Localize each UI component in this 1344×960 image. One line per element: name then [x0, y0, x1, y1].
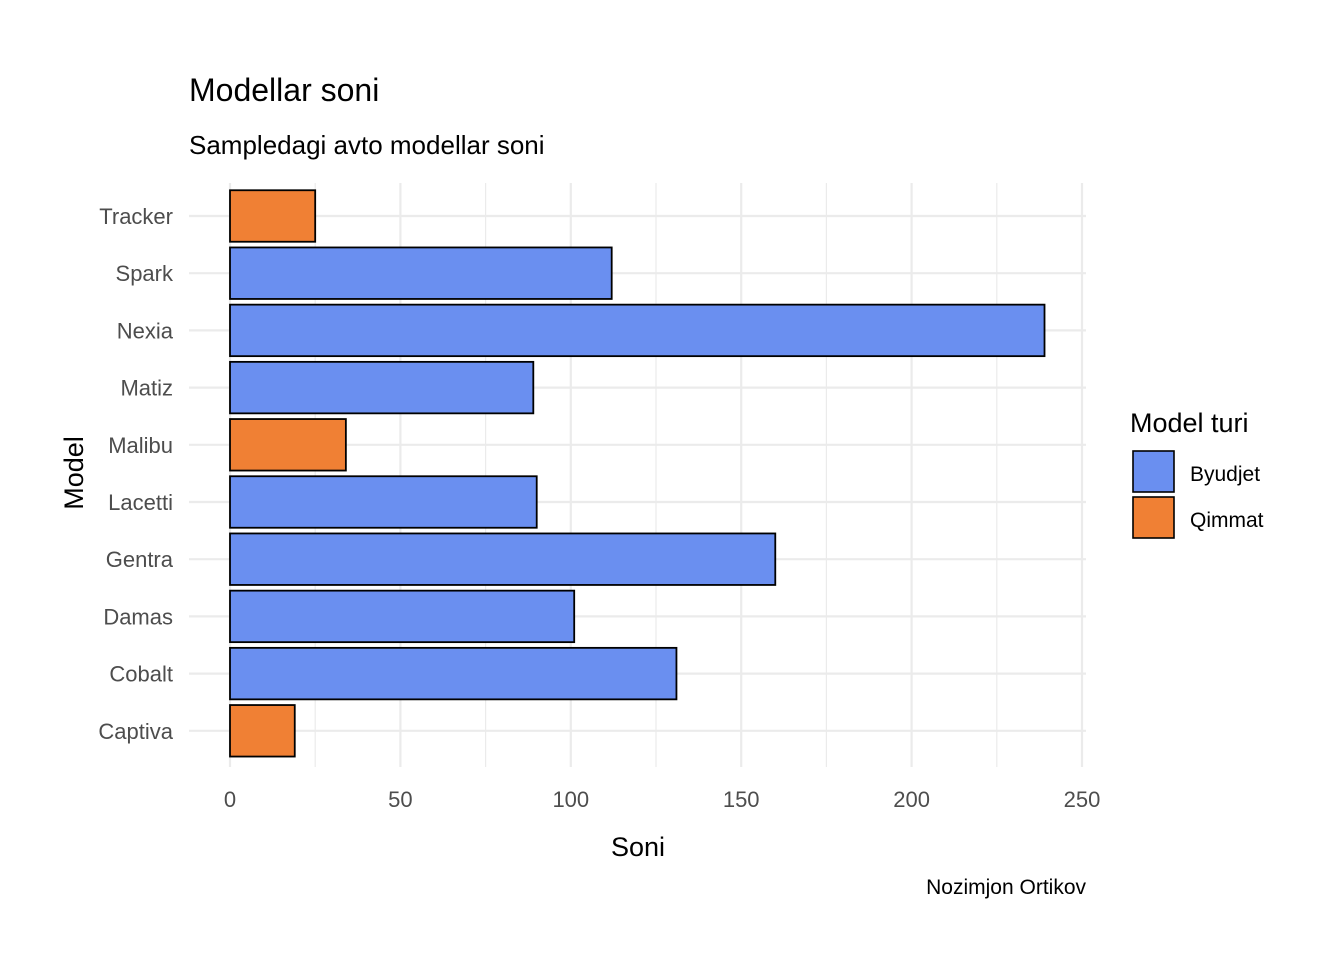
bar-nexia: [229, 303, 1046, 358]
y-tick-label: Lacetti: [108, 490, 173, 515]
x-tick-label: 100: [552, 787, 589, 812]
bar-tracker: [229, 189, 317, 243]
legend-title: Model turi: [1130, 408, 1249, 438]
y-tick-label: Spark: [116, 261, 174, 286]
y-tick-label: Nexia: [117, 318, 174, 343]
y-tick-label: Matiz: [120, 376, 173, 401]
legend-swatch-byudjet: [1132, 450, 1175, 493]
bar-cobalt: [229, 646, 678, 701]
legend-label-qimmat: Qimmat: [1190, 509, 1264, 532]
bars: [229, 189, 1046, 758]
legend-swatch-qimmat: [1132, 496, 1175, 539]
y-tick-labels: Captiva Cobalt Damas Gentra Lacetti Malibu Mat…: [98, 204, 174, 744]
x-tick-label: 50: [388, 787, 412, 812]
x-tick-labels: 0 50 100 150 200 250: [224, 787, 1100, 812]
x-tick-label: 0: [224, 787, 236, 812]
legend-label-byudjet: Byudjet: [1190, 463, 1260, 486]
chart-title: Modellar soni: [189, 72, 379, 108]
y-axis-label: Model: [59, 436, 89, 510]
x-tick-label: 150: [723, 787, 760, 812]
bar-damas: [229, 589, 576, 644]
legend: Model turi Byudjet Qimmat: [1130, 408, 1264, 539]
bar-gentra: [229, 532, 777, 586]
bar-malibu: [229, 418, 347, 472]
bar-captiva: [229, 704, 296, 758]
chart-caption: Nozimjon Ortikov: [926, 876, 1086, 899]
y-tick-label: Captiva: [98, 719, 173, 744]
y-tick-label: Malibu: [108, 433, 173, 458]
y-tick-label: Gentra: [106, 547, 174, 572]
y-tick-label: Cobalt: [109, 662, 173, 687]
bar-matiz: [229, 360, 535, 415]
x-tick-label: 250: [1064, 787, 1101, 812]
y-tick-label: Damas: [103, 604, 173, 629]
chart-subtitle: Sampledagi avto modellar soni: [189, 130, 545, 160]
x-tick-label: 200: [893, 787, 930, 812]
bar-spark: [229, 246, 613, 300]
bar-lacetti: [229, 475, 538, 529]
x-axis-label: Soni: [611, 832, 665, 862]
y-tick-label: Tracker: [99, 204, 173, 229]
